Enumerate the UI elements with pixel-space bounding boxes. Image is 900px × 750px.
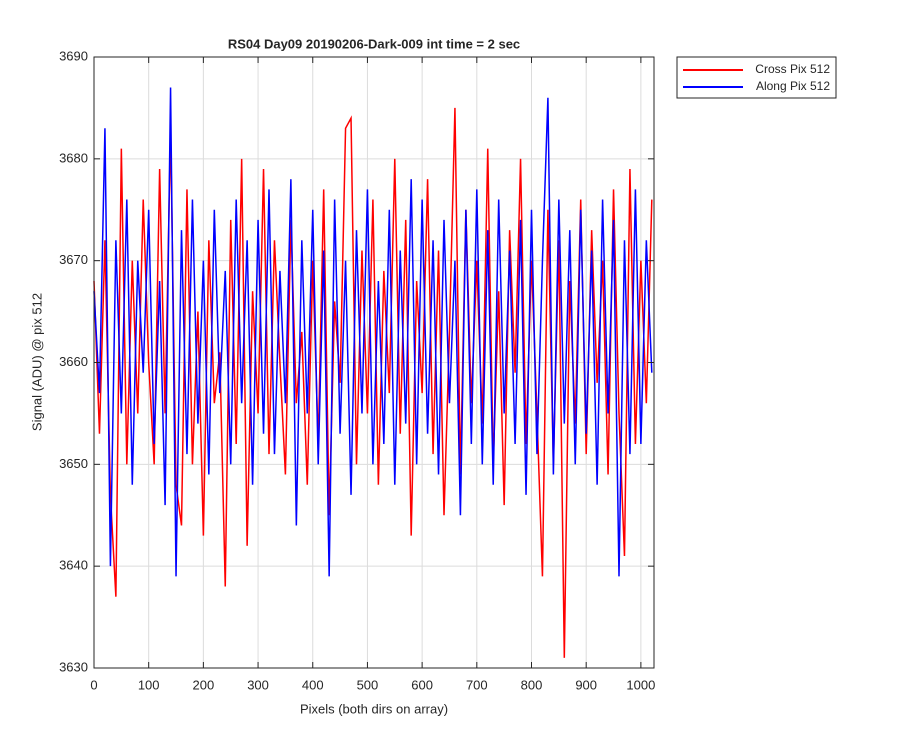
y-axis-label: Signal (ADU) @ pix 512 [29,293,44,431]
x-tick-label: 600 [411,677,433,692]
y-tick-label: 3640 [59,558,88,573]
x-tick-label: 800 [521,677,543,692]
x-axis-label: Pixels (both dirs on array) [300,701,448,716]
y-tick-label: 3630 [59,659,88,674]
series-line [93,87,653,577]
y-tick-label: 3680 [59,150,88,165]
legend-box [676,56,837,99]
x-tick-label: 200 [193,677,215,692]
x-tick-label: 400 [302,677,324,692]
x-tick-label: 100 [138,677,160,692]
x-tick-label: 1000 [626,677,655,692]
y-tick-label: 3660 [59,354,88,369]
legend-label: Cross Pix 512 [755,62,830,76]
lines [93,87,653,658]
series-line [93,107,653,658]
x-tick-label: 0 [90,677,97,692]
y-tick-label: 3650 [59,456,88,471]
x-tick-label: 900 [575,677,597,692]
legend-label: Along Pix 512 [756,79,830,93]
chart-title: RS04 Day09 20190206-Dark-009 int time = … [228,36,520,51]
legend: Cross Pix 512 Along Pix 512 [676,56,837,99]
y-tick-label: 3690 [59,48,88,63]
x-tick-label: 700 [466,677,488,692]
y-tick-label: 3670 [59,252,88,267]
x-tick-label: 300 [247,677,269,692]
x-tick-label: 500 [357,677,379,692]
